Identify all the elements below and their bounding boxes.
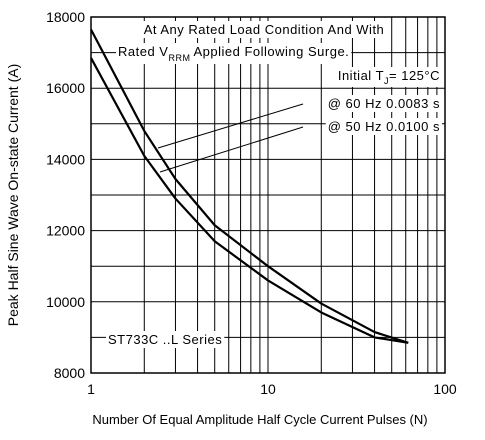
series-label: @ 50 Hz 0.0100 s [328, 119, 440, 134]
annotation: ST733C ..L Series [108, 332, 222, 347]
series-label: @ 60 Hz 0.0083 s [328, 96, 440, 111]
y-tick-label: 18000 [46, 9, 85, 25]
annotation: Rated V [118, 44, 168, 59]
annotation-sub: J [384, 76, 389, 86]
y-tick-label: 10000 [46, 294, 85, 310]
leader-line [157, 103, 304, 149]
series-line [90, 57, 409, 344]
annotation: Initial TJ= 125°C [338, 68, 440, 86]
x-axis-label: Number Of Equal Amplitude Half Cycle Cur… [92, 412, 427, 427]
annotation: Initial T [338, 68, 384, 83]
annotation-background [116, 43, 352, 64]
x-tick-label: 100 [433, 381, 457, 397]
y-tick-label: 14000 [46, 151, 85, 167]
annotation-background [106, 331, 225, 348]
curves [90, 28, 409, 344]
y-tick-label: 12000 [46, 223, 85, 239]
leader-line [159, 126, 304, 173]
annotation: = 125°C [389, 68, 440, 83]
y-tick-label: 16000 [46, 80, 85, 96]
x-tick-label: 1 [87, 381, 95, 397]
annotation-background [141, 21, 387, 38]
annotation: Applied Following Surge. [193, 44, 349, 59]
annotation-background [325, 95, 442, 112]
annotation: At Any Rated Load Condition And With [144, 22, 385, 37]
annotation-background [325, 118, 442, 135]
annotation-sub: RRM [168, 53, 190, 63]
y-tick-label: 8000 [54, 365, 85, 381]
x-tick-label: 10 [260, 381, 276, 397]
annotation-background [335, 67, 442, 87]
plot-frame [90, 16, 446, 374]
annotations: At Any Rated Load Condition And With Rat… [106, 21, 442, 348]
annotation: Rated VRRM Applied Following Surge. [118, 44, 349, 63]
series-line [90, 28, 409, 344]
y-axis-label: Peak Half Sine Wave On-state Current (A) [5, 64, 21, 326]
